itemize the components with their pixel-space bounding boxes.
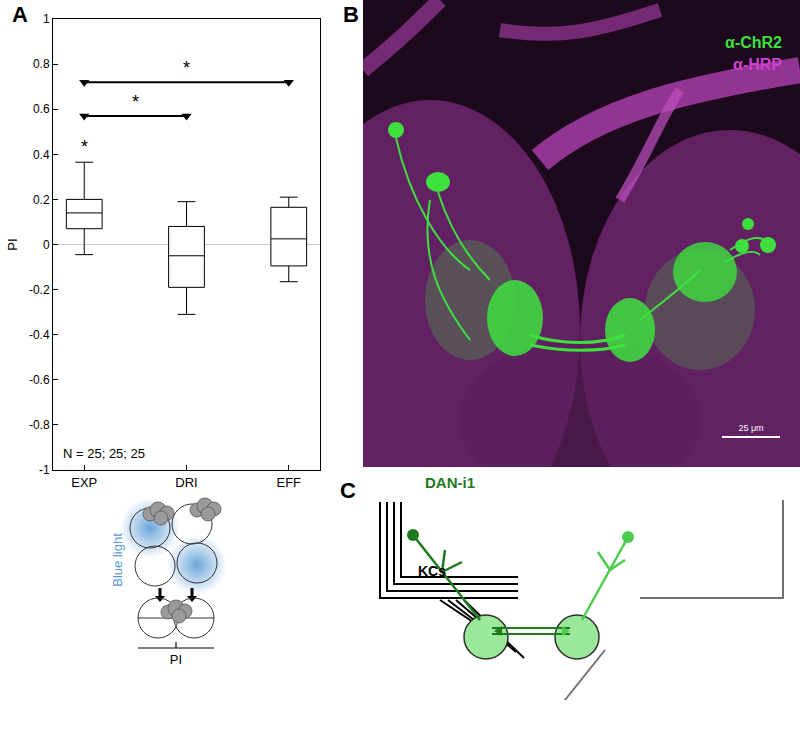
svg-text:1: 1	[43, 12, 50, 26]
svg-text:0.4: 0.4	[33, 148, 50, 162]
svg-text:PI: PI	[5, 238, 20, 250]
svg-text:25 μm: 25 μm	[738, 423, 763, 433]
svg-text:KCs: KCs	[418, 563, 446, 579]
svg-text:α-HRP: α-HRP	[733, 56, 782, 73]
svg-text:-0.4: -0.4	[29, 328, 50, 342]
svg-text:*: *	[132, 92, 139, 112]
svg-text:α-ChR2: α-ChR2	[725, 34, 782, 51]
svg-text:0: 0	[43, 238, 50, 252]
svg-text:B: B	[343, 2, 359, 27]
svg-text:0.8: 0.8	[33, 57, 50, 71]
svg-text:-0.8: -0.8	[29, 418, 50, 432]
svg-text:0.6: 0.6	[33, 102, 50, 116]
svg-text:-0.6: -0.6	[29, 373, 50, 387]
svg-text:N = 25; 25; 25: N = 25; 25; 25	[63, 446, 145, 461]
svg-text:DAN-i1: DAN-i1	[425, 474, 475, 491]
svg-text:0.2: 0.2	[33, 193, 50, 207]
svg-text:EFF: EFF	[276, 475, 301, 490]
svg-text:DRI: DRI	[175, 475, 197, 490]
svg-text:PI: PI	[170, 652, 182, 667]
svg-text:Blue light: Blue light	[110, 533, 125, 587]
svg-text:C: C	[340, 478, 356, 503]
svg-text:*: *	[81, 137, 88, 157]
svg-text:-1: -1	[39, 463, 50, 477]
svg-text:A: A	[12, 2, 28, 27]
svg-text:*: *	[183, 58, 190, 78]
svg-text:EXP: EXP	[71, 475, 97, 490]
svg-text:-0.2: -0.2	[29, 283, 50, 297]
